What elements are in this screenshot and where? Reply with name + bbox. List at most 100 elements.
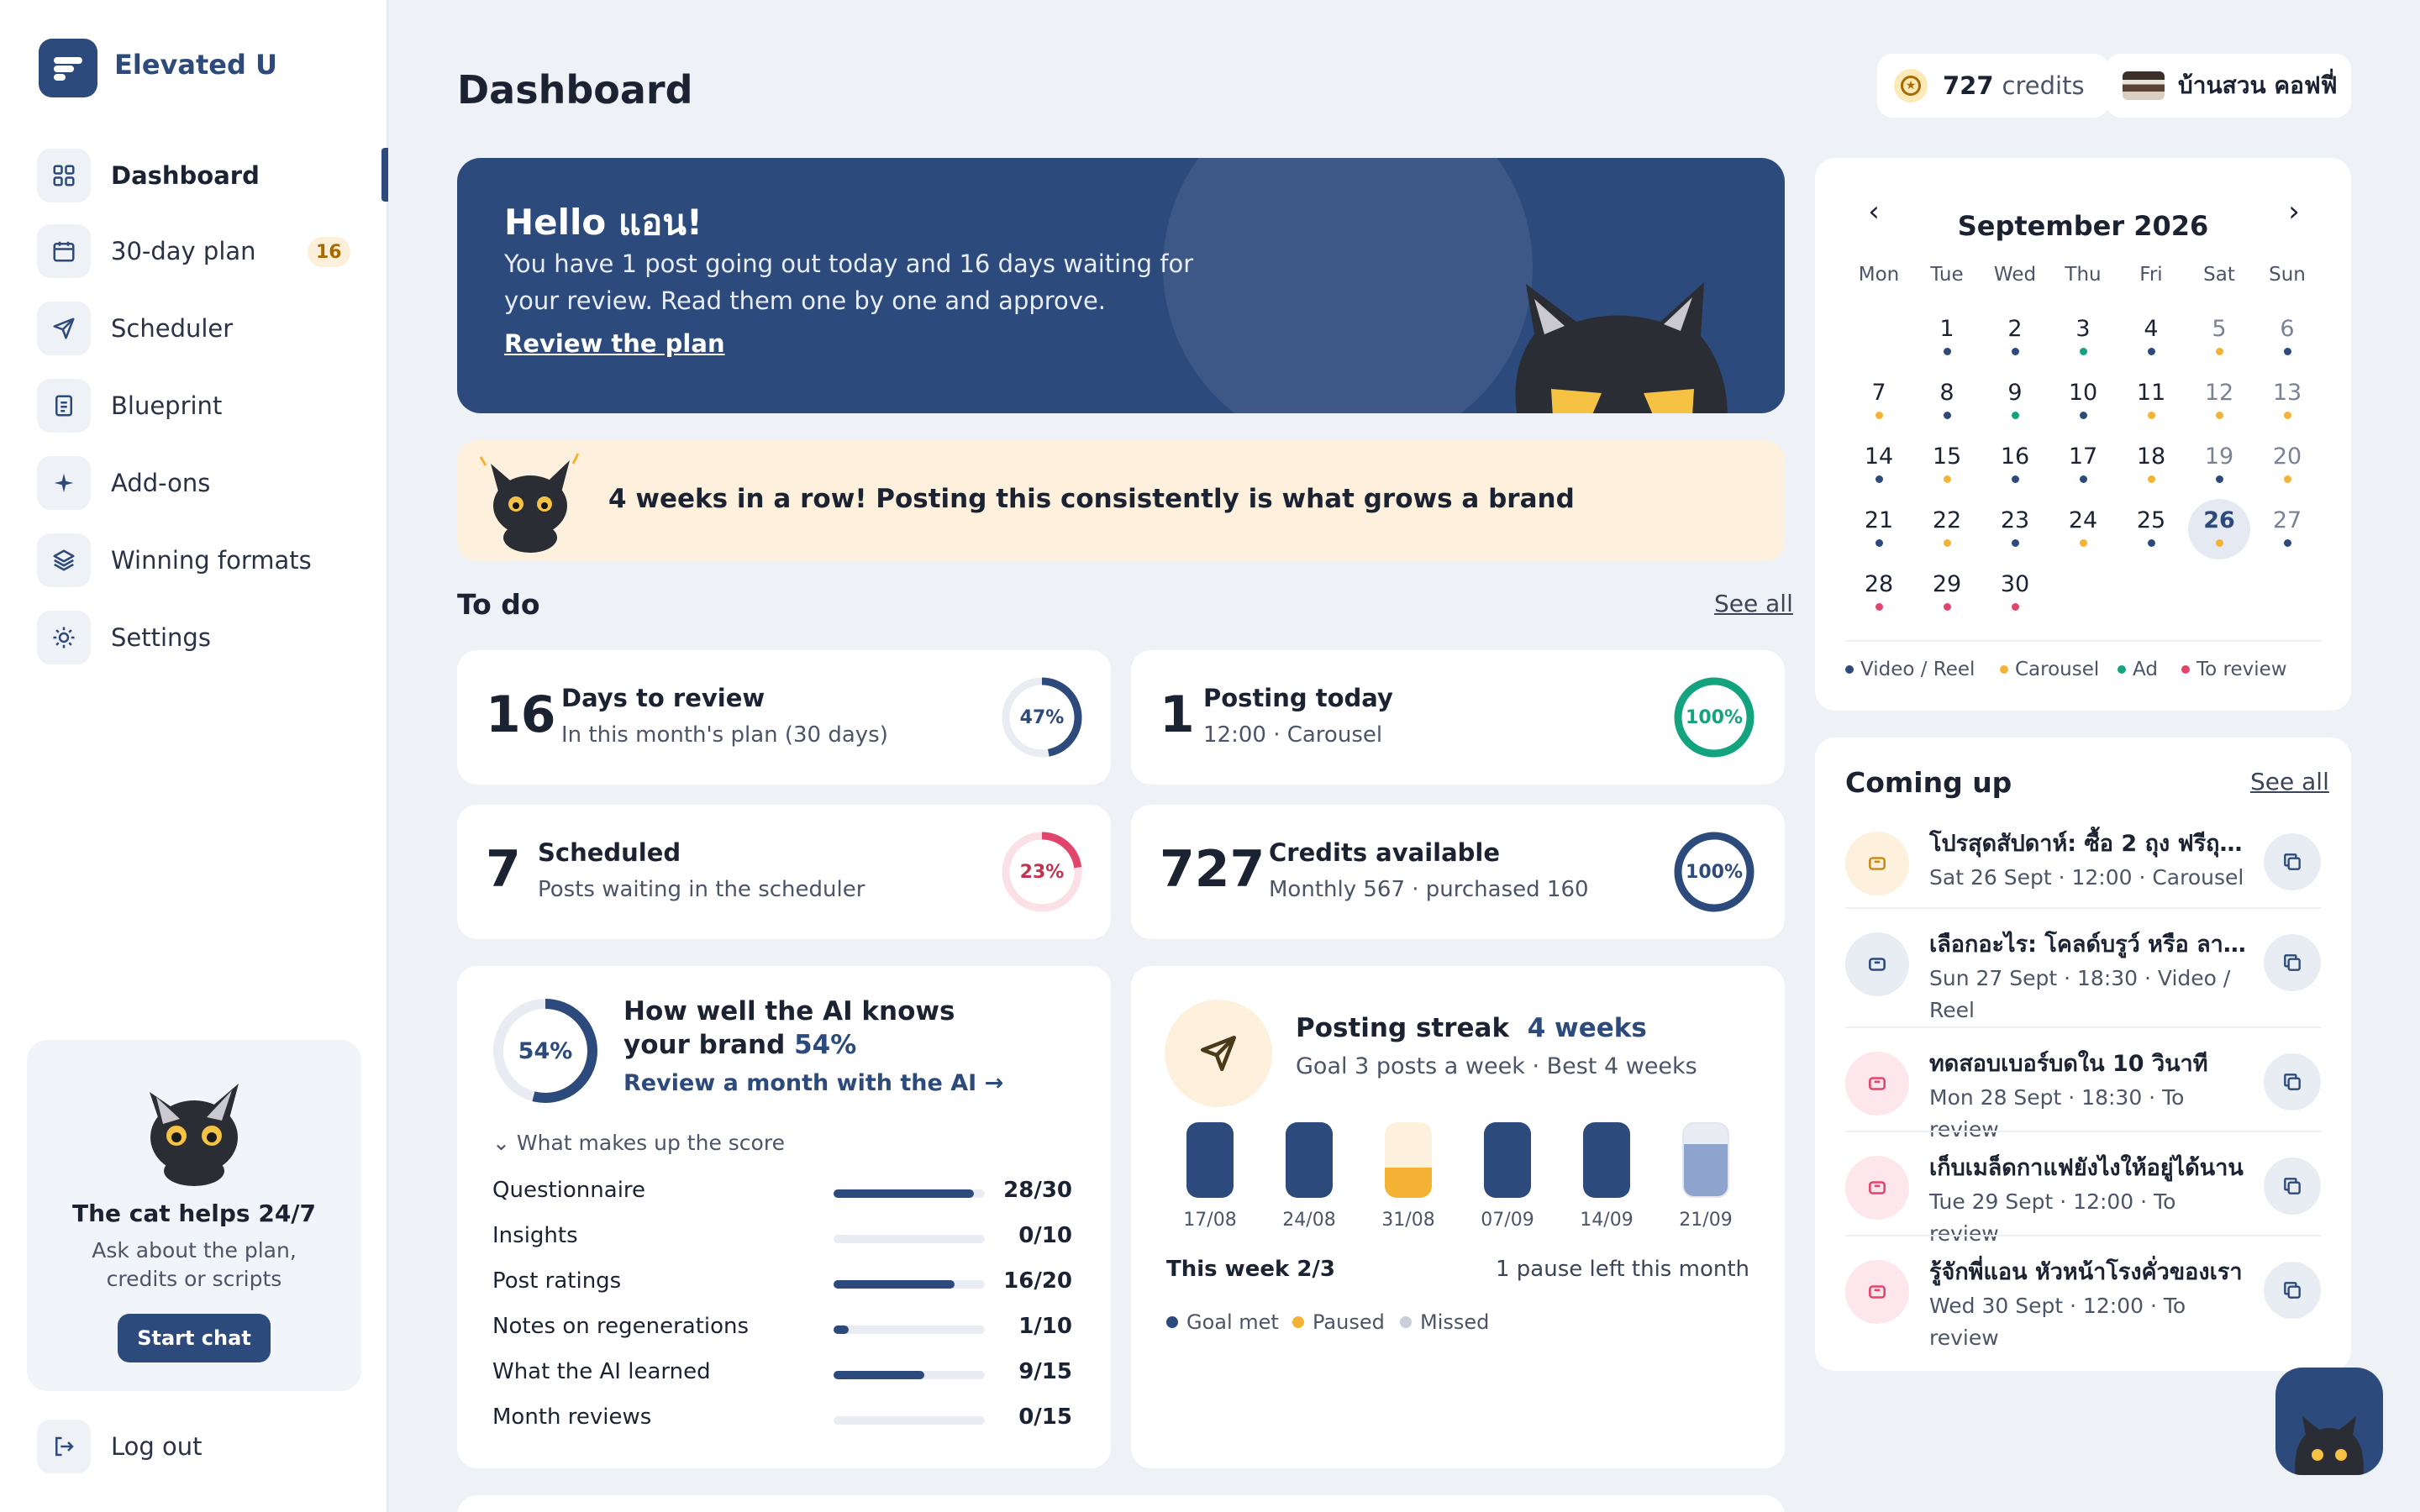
calendar-day-dot <box>2080 539 2087 547</box>
calendar-day[interactable]: 11 <box>2120 371 2182 432</box>
floating-chat-button[interactable] <box>2275 1368 2383 1475</box>
score-breakdown-toggle[interactable]: ⌄ What makes up the score <box>492 1131 785 1155</box>
cat-face-icon <box>2295 1416 2364 1475</box>
nav-item-winning-formats[interactable]: Winning formats <box>37 533 373 588</box>
hero-greeting: Hello แอน! <box>504 202 703 243</box>
calendar-day[interactable]: 17 <box>2052 435 2114 496</box>
streak-pause-left: 1 pause left this month <box>1496 1257 1749 1282</box>
todo-title: To do <box>457 588 540 621</box>
upcoming-post-item[interactable]: เลือกอะไร: โคลด์บรูว์ หรือ ลาเต้... Sun 2… <box>1845 916 2321 1022</box>
credits-pill[interactable]: ★ 727 credits <box>1877 54 2109 118</box>
calendar-day-dot <box>1944 412 1951 419</box>
calendar-day[interactable]: 30 <box>1984 563 2046 623</box>
calendar-day[interactable]: 21 <box>1848 499 1910 559</box>
copy-icon[interactable] <box>2264 1053 2321 1110</box>
nav-item-blueprint[interactable]: Blueprint <box>37 378 373 433</box>
nav-item-dashboard[interactable]: Dashboard <box>37 148 373 203</box>
calendar-day-dot <box>2216 348 2223 355</box>
gear-icon <box>37 611 91 664</box>
calendar-day[interactable]: 24 <box>2052 499 2114 559</box>
start-chat-button[interactable]: Start chat <box>118 1314 271 1362</box>
calendar-day-dot <box>2284 539 2291 547</box>
calendar-day[interactable]: 19 <box>2188 435 2250 496</box>
calendar-day[interactable]: 28 <box>1848 563 1910 623</box>
calendar-day[interactable]: 3 <box>2052 307 2114 368</box>
plan-count-badge: 16 <box>308 237 350 267</box>
upcoming-post-title: รู้จักพี่แอน หัวหน้าโรงคั่วของเรา <box>1929 1259 2243 1285</box>
upcoming-post-item[interactable]: โปรสุดสัปดาห์: ซื้อ 2 ถุง ฟรีถุง... Sat 2… <box>1845 815 2321 907</box>
calendar-day[interactable]: 2 <box>1984 307 2046 368</box>
copy-icon[interactable] <box>2264 833 2321 890</box>
calendar-day[interactable]: 27 <box>2256 499 2318 559</box>
nav-item-add-ons[interactable]: Add-ons <box>37 455 373 511</box>
score-row-month-reviews: Month reviews 0/15 <box>492 1404 1072 1430</box>
calendar-day[interactable]: 22 <box>1916 499 1978 559</box>
credits-label: credits <box>2002 71 2085 100</box>
logout-button[interactable]: Log out <box>37 1420 203 1473</box>
calendar-day[interactable]: 23 <box>1984 499 2046 559</box>
account-switcher[interactable]: บ้านสวน คอฟฟี่ <box>2106 54 2351 118</box>
calendar-day[interactable]: 5 <box>2188 307 2250 368</box>
upcoming-post-item[interactable]: ทดสอบเบอร์บดใน 10 วินาที Mon 28 Sept · 18… <box>1845 1035 2321 1142</box>
nav-label: Settings <box>111 623 211 652</box>
calendar-day[interactable]: 16 <box>1984 435 2046 496</box>
layers-icon <box>37 533 91 587</box>
progress-ring-label: 100% <box>1686 861 1743 883</box>
copy-icon[interactable] <box>2264 934 2321 991</box>
document-icon <box>37 379 91 433</box>
upcoming-post-item[interactable]: เก็บเมล็ดกาแฟยังไงให้อยู่ได้นาน Tue 29 Se… <box>1845 1139 2321 1246</box>
calendar-day[interactable]: 7 <box>1848 371 1910 432</box>
todo-number: 727 <box>1160 840 1265 899</box>
calendar-day-today[interactable]: 26 <box>2188 499 2250 559</box>
copy-icon[interactable] <box>2264 1262 2321 1319</box>
calendar-day[interactable]: 10 <box>2052 371 2114 432</box>
todo-number: 16 <box>486 685 556 744</box>
ai-score-title-pct: 54% <box>794 1030 857 1060</box>
week-bar-current <box>1682 1122 1729 1198</box>
calendar-day[interactable]: 9 <box>1984 371 2046 432</box>
calendar-day[interactable]: 1 <box>1916 307 1978 368</box>
streak-subtitle: Goal 3 posts a week · Best 4 weeks <box>1296 1053 1697 1079</box>
upcoming-post-item[interactable]: รู้จักพี่แอน หัวหน้าโรงคั่วของเรา Wed 30 … <box>1845 1243 2321 1350</box>
todo-number: 7 <box>486 840 521 899</box>
cat-mascot-icon <box>150 1084 239 1186</box>
todo-see-all-link[interactable]: See all <box>1714 590 1793 617</box>
week-bar-met <box>1484 1122 1531 1198</box>
brand-name[interactable]: Elevated U <box>114 49 278 81</box>
todo-card-posting-today[interactable]: 1 Posting today 12:00 · Carousel 100% <box>1131 650 1785 785</box>
ai-knowledge-card: 54% How well the AI knows your brand 54%… <box>457 966 1111 1468</box>
calendar-day[interactable]: 12 <box>2188 371 2250 432</box>
page-title: Dashboard <box>457 67 693 113</box>
calendar-day[interactable]: 20 <box>2256 435 2318 496</box>
cat-celebrating-icon <box>479 453 580 553</box>
brand-logo-icon[interactable] <box>39 39 97 97</box>
nav-item-30-day-plan[interactable]: 30-day plan 16 <box>37 223 373 279</box>
todo-card-review[interactable]: 16 Days to review In this month's plan (… <box>457 650 1111 785</box>
review-month-ai-link[interactable]: Review a month with the AI → <box>623 1070 1004 1096</box>
nav-item-scheduler[interactable]: Scheduler <box>37 301 373 356</box>
logout-label: Log out <box>111 1432 203 1461</box>
calendar-day-dot <box>2284 475 2291 483</box>
nav-item-settings[interactable]: Settings <box>37 610 373 665</box>
calendar-day[interactable]: 4 <box>2120 307 2182 368</box>
chevron-left-icon[interactable]: ‹ <box>1868 195 1880 228</box>
calendar-day-dot <box>1944 348 1951 355</box>
todo-card-subtitle: 12:00 · Carousel <box>1203 722 1383 748</box>
calendar-day-dot <box>2284 348 2291 355</box>
calendar-day[interactable]: 13 <box>2256 371 2318 432</box>
todo-card-credits[interactable]: 727 Credits available Monthly 567 · purc… <box>1131 805 1785 939</box>
calendar-day[interactable]: 15 <box>1916 435 1978 496</box>
progress-ring <box>1674 832 1754 912</box>
copy-icon[interactable] <box>2264 1158 2321 1215</box>
coming-up-see-all-link[interactable]: See all <box>2250 768 2329 795</box>
nav-label: Dashboard <box>111 161 260 190</box>
calendar-day[interactable]: 25 <box>2120 499 2182 559</box>
calendar-day[interactable]: 14 <box>1848 435 1910 496</box>
review-plan-link[interactable]: Review the plan <box>504 329 725 358</box>
calendar-day[interactable]: 29 <box>1916 563 1978 623</box>
todo-card-scheduled[interactable]: 7 Scheduled Posts waiting in the schedul… <box>457 805 1111 939</box>
calendar-day[interactable]: 6 <box>2256 307 2318 368</box>
calendar-day[interactable]: 18 <box>2120 435 2182 496</box>
calendar-day[interactable]: 8 <box>1916 371 1978 432</box>
chevron-right-icon[interactable]: › <box>2288 195 2300 228</box>
